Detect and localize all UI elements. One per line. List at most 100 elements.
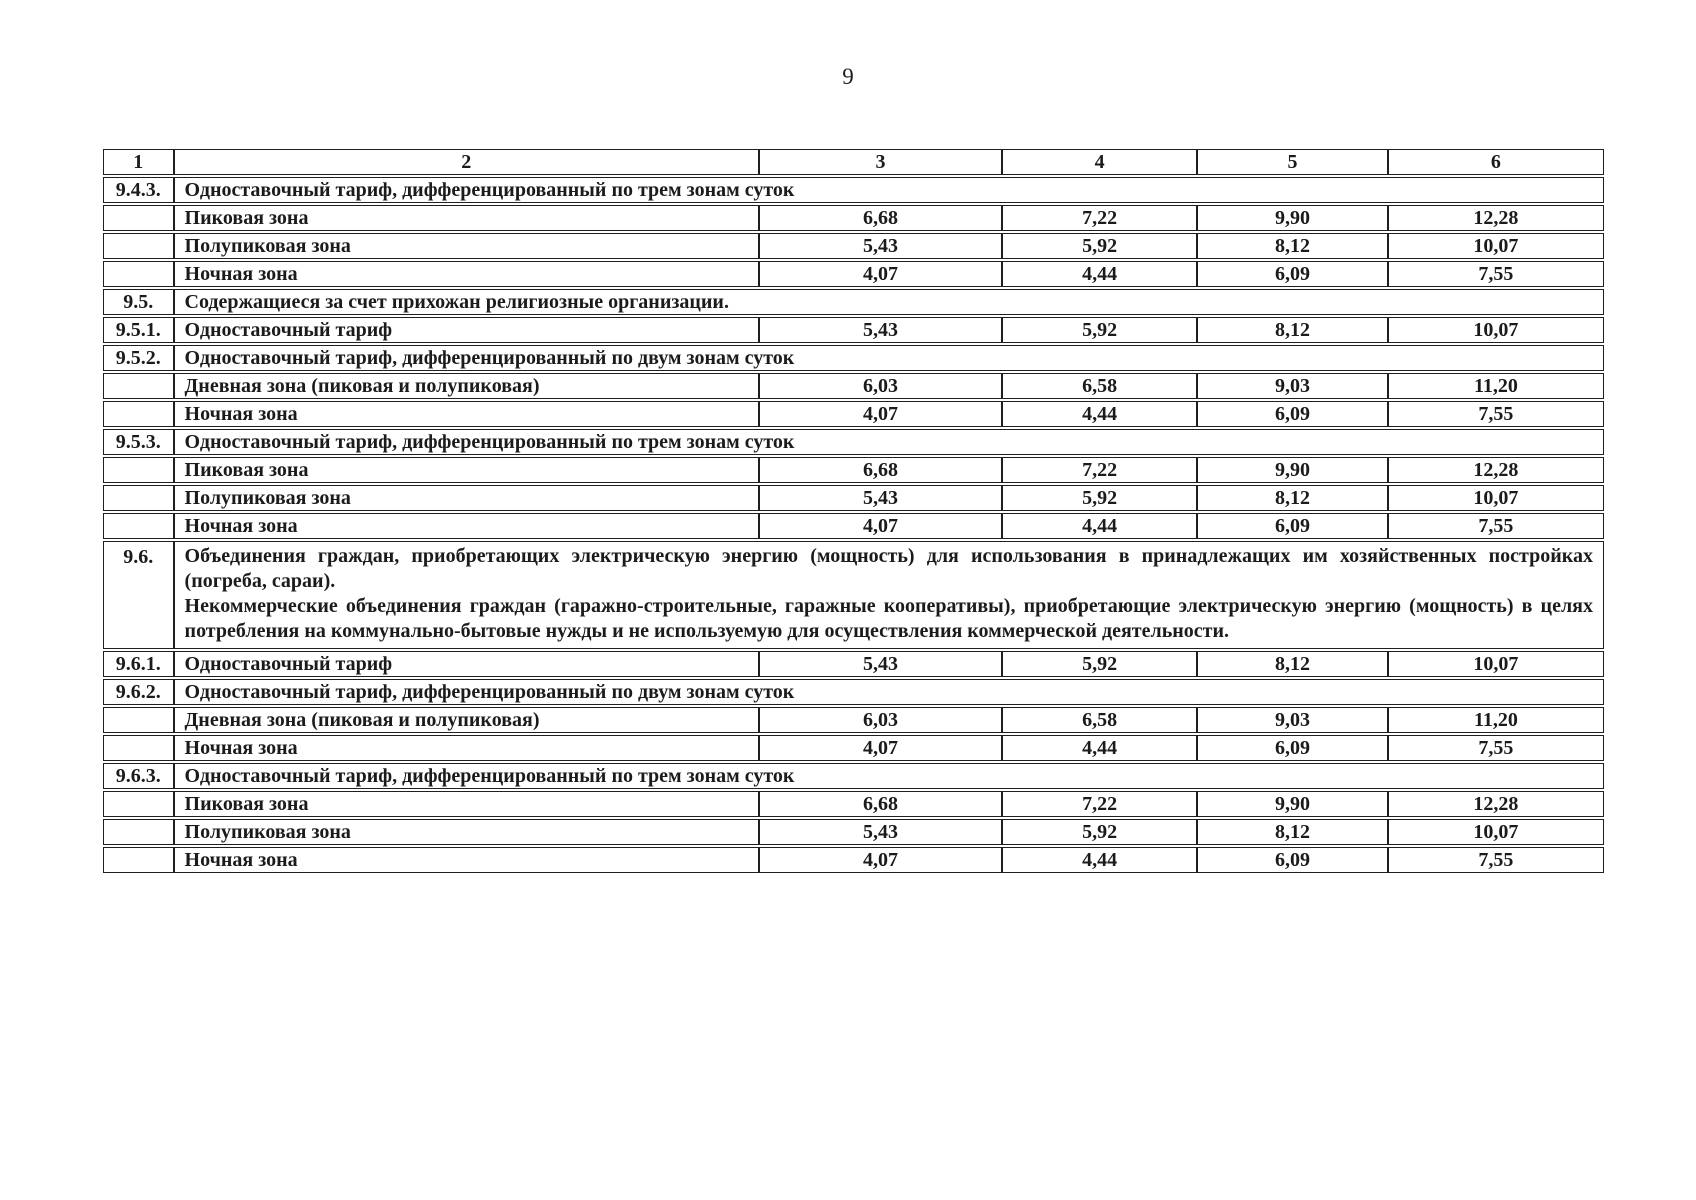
tariff-label: Ночная зона <box>173 847 759 873</box>
section-title: Одноставочный тариф, дифференцированный … <box>173 177 1604 203</box>
tariff-value: 10,07 <box>1387 651 1604 677</box>
section-paragraph: Некоммерческие объединения граждан (гара… <box>184 595 1593 642</box>
tariff-label: Пиковая зона <box>173 791 759 817</box>
tariff-value: 12,28 <box>1387 457 1604 483</box>
section-number: 9.5.2. <box>103 345 174 371</box>
tariff-label: Ночная зона <box>173 513 759 539</box>
tariff-value: 10,07 <box>1387 485 1604 511</box>
column-header-3: 3 <box>758 149 1003 175</box>
table-row: Ночная зона 4,07 4,44 6,09 7,55 <box>103 735 1604 761</box>
section-title: Одноставочный тариф, дифференцированный … <box>173 763 1604 789</box>
tariff-value: 6,03 <box>758 707 1003 733</box>
tariff-value: 6,68 <box>758 205 1003 231</box>
table-row: Пиковая зона 6,68 7,22 9,90 12,28 <box>103 457 1604 483</box>
section-title: Одноставочный тариф, дифференцированный … <box>173 345 1604 371</box>
tariff-value: 7,55 <box>1387 513 1604 539</box>
row-number <box>103 707 174 733</box>
tariff-label: Пиковая зона <box>173 205 759 231</box>
tariff-value: 9,03 <box>1197 373 1388 399</box>
section-number: 9.6.2. <box>103 679 174 705</box>
section-number: 9.6.3. <box>103 763 174 789</box>
tariff-value: 6,03 <box>758 373 1003 399</box>
table-row: Пиковая зона 6,68 7,22 9,90 12,28 <box>103 791 1604 817</box>
section-paragraph: Объединения граждан, приобретающих элект… <box>184 545 1593 592</box>
section-row: 9.5.2. Одноставочный тариф, дифференциров… <box>103 345 1604 371</box>
column-header-4: 4 <box>1002 149 1198 175</box>
column-header-2: 2 <box>173 149 759 175</box>
tariff-value: 6,09 <box>1197 261 1388 287</box>
tariff-value: 8,12 <box>1197 819 1388 845</box>
tariff-value: 5,92 <box>1002 485 1198 511</box>
tariff-value: 5,43 <box>758 317 1003 343</box>
tariff-value: 4,07 <box>758 847 1003 873</box>
tariff-value: 9,90 <box>1197 791 1388 817</box>
column-header-1: 1 <box>103 149 174 175</box>
tariff-value: 6,09 <box>1197 847 1388 873</box>
tariff-value: 4,44 <box>1002 513 1198 539</box>
row-number <box>103 485 174 511</box>
tariff-value: 8,12 <box>1197 485 1388 511</box>
table-row: 9.6.1. Одноставочный тариф 5,43 5,92 8,12 10,… <box>103 651 1604 677</box>
tariff-value: 4,07 <box>758 401 1003 427</box>
tariff-value: 6,09 <box>1197 735 1388 761</box>
tariff-value: 7,22 <box>1002 457 1198 483</box>
row-number <box>103 735 174 761</box>
tariff-value: 9,90 <box>1197 205 1388 231</box>
tariff-value: 6,09 <box>1197 513 1388 539</box>
tariff-value: 11,20 <box>1387 373 1604 399</box>
tariff-label: Ночная зона <box>173 261 759 287</box>
row-number <box>103 847 174 873</box>
tariff-label: Одноставочный тариф <box>173 651 759 677</box>
tariff-value: 5,43 <box>758 485 1003 511</box>
table-row: Пиковая зона 6,68 7,22 9,90 12,28 <box>103 205 1604 231</box>
row-number <box>103 261 174 287</box>
tariff-value: 11,20 <box>1387 707 1604 733</box>
table-row: Ночная зона 4,07 4,44 6,09 7,55 <box>103 401 1604 427</box>
tariff-value: 7,55 <box>1387 847 1604 873</box>
column-header-5: 5 <box>1197 149 1388 175</box>
tariff-value: 6,09 <box>1197 401 1388 427</box>
tariff-label: Ночная зона <box>173 735 759 761</box>
tariff-label: Одноставочный тариф <box>173 317 759 343</box>
tariff-label: Дневная зона (пиковая и полупиковая) <box>173 373 759 399</box>
tariff-value: 10,07 <box>1387 819 1604 845</box>
tariff-table: 1 2 3 4 5 6 9.4.3. Одноставочный тариф, диффере… <box>103 147 1604 875</box>
tariff-value: 7,22 <box>1002 791 1198 817</box>
tariff-value: 10,07 <box>1387 233 1604 259</box>
section-title: Одноставочный тариф, дифференцированный … <box>173 429 1604 455</box>
tariff-value: 7,55 <box>1387 261 1604 287</box>
tariff-value: 9,03 <box>1197 707 1388 733</box>
table-row: Ночная зона 4,07 4,44 6,09 7,55 <box>103 513 1604 539</box>
tariff-value: 5,43 <box>758 233 1003 259</box>
section-row-multiline: 9.6. Объединения граждан, приобретающих э… <box>103 541 1604 649</box>
tariff-label: Полупиковая зона <box>173 485 759 511</box>
tariff-value: 6,68 <box>758 457 1003 483</box>
tariff-value: 5,92 <box>1002 651 1198 677</box>
row-number: 9.6.1. <box>103 651 174 677</box>
tariff-value: 8,12 <box>1197 317 1388 343</box>
tariff-value: 4,07 <box>758 261 1003 287</box>
tariff-value: 4,44 <box>1002 847 1198 873</box>
tariff-label: Пиковая зона <box>173 457 759 483</box>
row-number <box>103 373 174 399</box>
section-number: 9.5.3. <box>103 429 174 455</box>
tariff-value: 6,58 <box>1002 373 1198 399</box>
row-number <box>103 205 174 231</box>
row-number <box>103 819 174 845</box>
section-description: Объединения граждан, приобретающих элект… <box>173 541 1604 649</box>
tariff-value: 4,44 <box>1002 401 1198 427</box>
table-row: Полупиковая зона 5,43 5,92 8,12 10,07 <box>103 233 1604 259</box>
tariff-value: 12,28 <box>1387 791 1604 817</box>
section-number: 9.4.3. <box>103 177 174 203</box>
table-row: Полупиковая зона 5,43 5,92 8,12 10,07 <box>103 485 1604 511</box>
tariff-value: 7,22 <box>1002 205 1198 231</box>
table-row: Дневная зона (пиковая и полупиковая) 6,03… <box>103 707 1604 733</box>
table-row: Дневная зона (пиковая и полупиковая) 6,03… <box>103 373 1604 399</box>
section-row: 9.5.3. Одноставочный тариф, дифференциров… <box>103 429 1604 455</box>
table-row: 9.5.1. Одноставочный тариф 5,43 5,92 8,12 10,… <box>103 317 1604 343</box>
tariff-value: 7,55 <box>1387 401 1604 427</box>
tariff-value: 5,92 <box>1002 317 1198 343</box>
page-number: 9 <box>842 64 854 89</box>
tariff-value: 8,12 <box>1197 651 1388 677</box>
tariff-label: Дневная зона (пиковая и полупиковая) <box>173 707 759 733</box>
